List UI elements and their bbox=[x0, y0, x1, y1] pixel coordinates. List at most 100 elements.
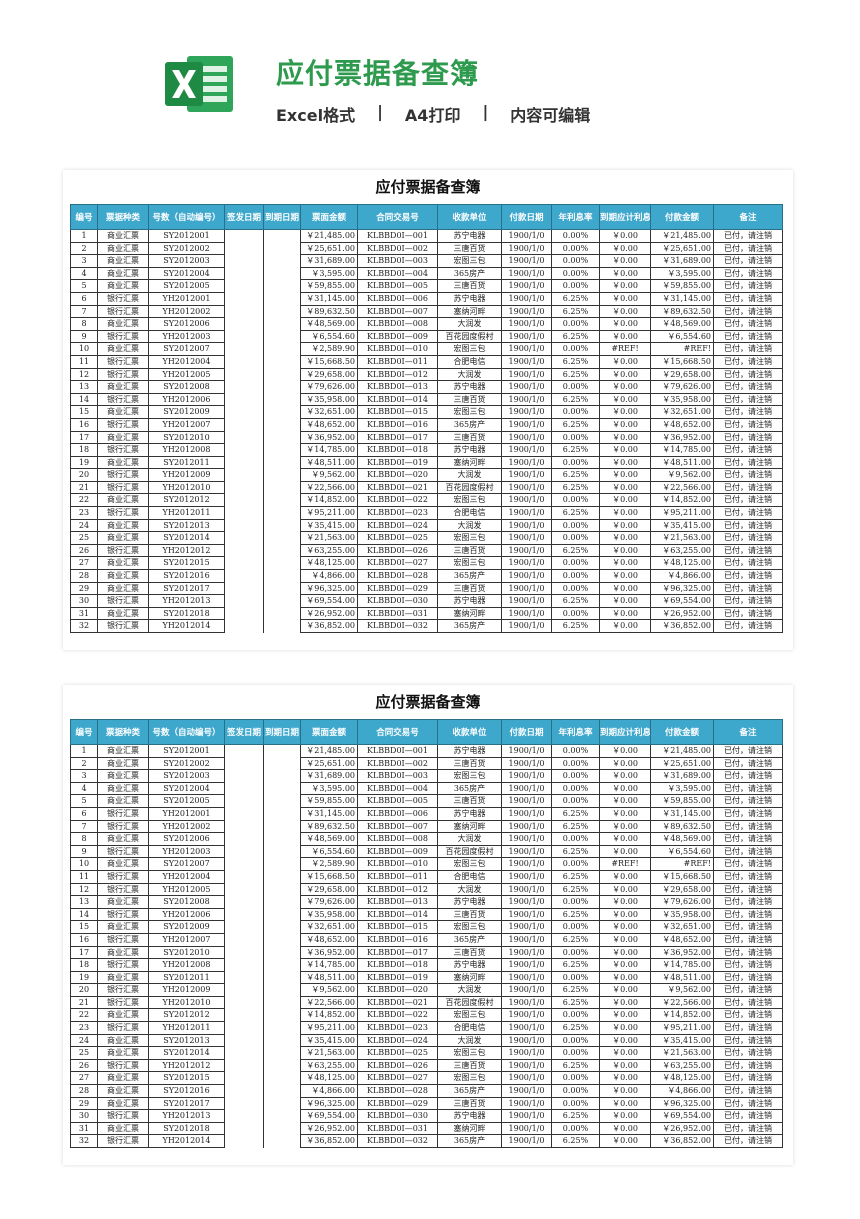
cell: ￥29,658.00 bbox=[300, 882, 358, 897]
header-cell: 号数（自动编号） bbox=[148, 204, 225, 230]
empty-cell bbox=[224, 317, 264, 331]
table-title: 应付票据备查簿 bbox=[375, 693, 481, 711]
cell: 三唐百货 bbox=[437, 581, 502, 596]
header-cell: 签发日期 bbox=[224, 719, 264, 745]
empty-cell bbox=[224, 832, 264, 846]
table-row: 17 商业汇票 SY2012010 ￥36,952.00 KLBBD0I—017 三唐百货… bbox=[70, 430, 783, 445]
cell: 商业汇票 bbox=[97, 895, 149, 909]
cell: 1900/1/0 bbox=[501, 970, 552, 985]
cell: YH2012006 bbox=[148, 907, 225, 922]
table-row: 12 银行汇票 YH2012005 ￥29,658.00 KLBBD0I—012 大润发 1… bbox=[70, 882, 783, 897]
cell: 1900/1/0 bbox=[501, 279, 552, 293]
cell: 1900/1/0 bbox=[501, 392, 552, 407]
cell: 宏图三包 bbox=[437, 493, 502, 508]
cell: ￥14,852.00 bbox=[650, 1008, 714, 1023]
cell: KLBBD0I—007 bbox=[357, 819, 438, 834]
cell: KLBBD0I—016 bbox=[357, 932, 438, 947]
cell: KLBBD0I—018 bbox=[357, 443, 438, 457]
cell: SY2012005 bbox=[148, 279, 225, 293]
cell: 0.00% bbox=[551, 756, 600, 771]
cell: 三唐百货 bbox=[437, 430, 502, 445]
empty-cell bbox=[263, 1122, 301, 1135]
cell: ￥0.00 bbox=[599, 405, 651, 419]
table-row: 4 商业汇票 SY2012004 ￥3,595.00 KLBBD0I—004 365房产 1… bbox=[70, 781, 783, 796]
cell: 0.00% bbox=[551, 945, 600, 960]
cell: 1900/1/0 bbox=[501, 794, 552, 808]
empty-cell bbox=[263, 556, 301, 570]
empty-cell bbox=[224, 619, 264, 633]
cell: 已付，请注销 bbox=[713, 581, 783, 596]
cell: 合肥电信 bbox=[437, 1021, 502, 1035]
table-row: 23 银行汇票 YH2012011 ￥95,211.00 KLBBD0I—023 合肥电信… bbox=[70, 506, 783, 520]
cell: 已付，请注销 bbox=[713, 794, 783, 808]
cell: ￥48,511.00 bbox=[650, 455, 714, 470]
cell: 大润发 bbox=[437, 367, 502, 382]
cell: 1900/1/0 bbox=[501, 367, 552, 382]
cell: YH2012008 bbox=[148, 958, 225, 972]
cell: 31 bbox=[70, 606, 98, 621]
cell: ￥63,255.00 bbox=[300, 543, 358, 558]
cell: ￥14,852.00 bbox=[650, 493, 714, 508]
empty-cell bbox=[224, 594, 264, 608]
cell: 已付，请注销 bbox=[713, 291, 783, 306]
empty-cell bbox=[263, 971, 301, 984]
empty-cell bbox=[224, 971, 264, 984]
table-row: 29 商业汇票 SY2012017 ￥96,325.00 KLBBD0I—029 三唐百货… bbox=[70, 581, 783, 596]
table-row: 6 银行汇票 YH2012001 ￥31,145.00 KLBBD0I—006 苏宁电器 1… bbox=[70, 291, 783, 306]
cell: 1900/1/0 bbox=[501, 581, 552, 596]
cell: 0.00% bbox=[551, 342, 600, 356]
cell: 苏宁电器 bbox=[437, 958, 502, 972]
cell: 已付，请注销 bbox=[713, 1046, 783, 1060]
cell: 1900/1/0 bbox=[501, 932, 552, 947]
cell: 银行汇票 bbox=[97, 869, 149, 884]
empty-cell bbox=[224, 794, 264, 808]
cell: KLBBD0I—031 bbox=[357, 606, 438, 621]
cell: ￥3,595.00 bbox=[300, 266, 358, 281]
cell: SY2012008 bbox=[148, 895, 225, 909]
cell: SY2012010 bbox=[148, 430, 225, 445]
cell: 银行汇票 bbox=[97, 995, 149, 1010]
cell: KLBBD0I—009 bbox=[357, 844, 438, 859]
cell: 银行汇票 bbox=[97, 1058, 149, 1073]
cell: KLBBD0I—028 bbox=[357, 569, 438, 583]
cell: ￥0.00 bbox=[599, 531, 651, 545]
empty-cell bbox=[224, 544, 264, 557]
cell: ￥0.00 bbox=[599, 518, 651, 533]
cell: ￥32,651.00 bbox=[650, 405, 714, 419]
empty-cell bbox=[224, 229, 264, 243]
empty-cell bbox=[224, 983, 264, 997]
cell: 已付，请注销 bbox=[713, 480, 783, 495]
empty-cell bbox=[263, 744, 301, 758]
cell: 23 bbox=[70, 506, 98, 520]
cell: KLBBD0I—006 bbox=[357, 291, 438, 306]
cell: ￥48,511.00 bbox=[300, 970, 358, 985]
cell: ￥32,651.00 bbox=[300, 405, 358, 419]
cell: 1900/1/0 bbox=[501, 354, 552, 369]
cell: 1900/1/0 bbox=[501, 304, 552, 319]
cell: ￥0.00 bbox=[599, 844, 651, 859]
cell: 商业汇票 bbox=[97, 380, 149, 394]
cell: 1900/1/0 bbox=[501, 844, 552, 859]
cell: ￥59,855.00 bbox=[650, 794, 714, 808]
cell: KLBBD0I—020 bbox=[357, 983, 438, 997]
cell: 苏宁电器 bbox=[437, 229, 502, 243]
cell: ￥48,125.00 bbox=[650, 1071, 714, 1086]
cell: 6.25% bbox=[551, 619, 600, 633]
cell: 1900/1/0 bbox=[501, 1021, 552, 1035]
cell: ￥36,852.00 bbox=[300, 619, 358, 633]
cell: ￥95,211.00 bbox=[300, 506, 358, 520]
cell: KLBBD0I—007 bbox=[357, 304, 438, 319]
cell: SY2012017 bbox=[148, 1096, 225, 1111]
header-cell: 付款金额 bbox=[650, 719, 714, 745]
empty-cell bbox=[224, 292, 264, 306]
table-row: 20 银行汇票 YH2012009 ￥9,562.00 KLBBD0I—020 大润发 19… bbox=[70, 468, 783, 482]
cell: 0.00% bbox=[551, 493, 600, 508]
cell: 0.00% bbox=[551, 1046, 600, 1060]
cell: KLBBD0I—010 bbox=[357, 342, 438, 356]
cell: 20 bbox=[70, 983, 98, 997]
cell: ￥48,511.00 bbox=[650, 970, 714, 985]
cell: 银行汇票 bbox=[97, 480, 149, 495]
cell: ￥48,125.00 bbox=[300, 556, 358, 571]
cell: ￥36,952.00 bbox=[300, 945, 358, 960]
cell: 13 bbox=[70, 380, 98, 394]
